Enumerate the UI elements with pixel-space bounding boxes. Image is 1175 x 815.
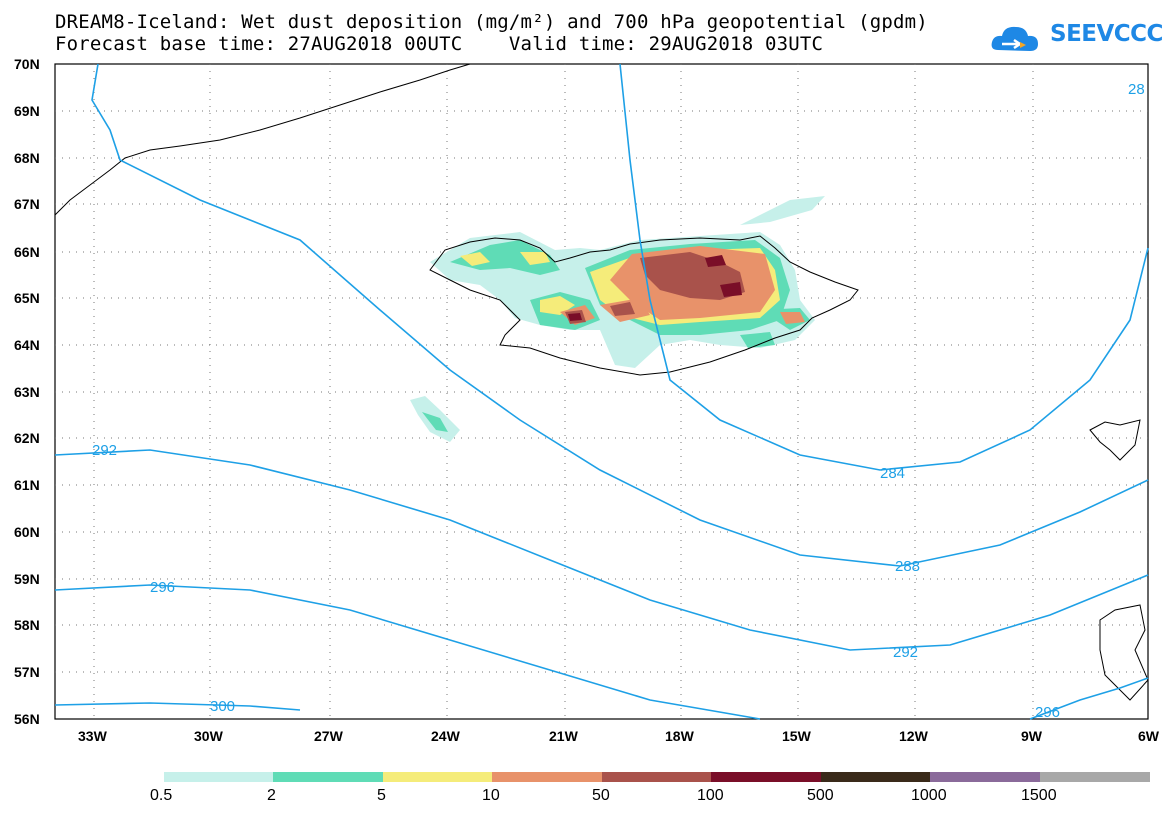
contour-label: 28 — [1128, 81, 1145, 98]
graticule — [55, 64, 1148, 719]
legend-label: 5 — [377, 787, 386, 804]
legend-swatch — [273, 772, 383, 782]
logo-text: SEEVCCC — [1050, 21, 1163, 47]
legend-label: 1500 — [1021, 787, 1057, 804]
lon-label: 6W — [1138, 728, 1160, 744]
contour-label: 296 — [150, 579, 175, 596]
lon-label: 12W — [899, 728, 929, 744]
lat-label: 68N — [14, 150, 40, 166]
legend-swatch — [821, 772, 930, 782]
contour-label: 284 — [880, 465, 905, 482]
legend-label: 0.5 — [150, 787, 172, 804]
lat-label: 61N — [14, 477, 40, 493]
lat-label: 67N — [14, 196, 40, 212]
contour-288 — [91, 63, 1149, 567]
lon-label: 33W — [78, 728, 108, 744]
geopotential-contours: 292 296 300 284 288 292 296 28 — [54, 63, 1149, 721]
contour-284 — [619, 63, 1149, 471]
lat-label: 66N — [14, 244, 40, 260]
lon-label: 24W — [431, 728, 461, 744]
contour-300 — [54, 702, 301, 711]
legend-swatch — [164, 772, 273, 782]
legend-swatch — [492, 772, 602, 782]
legend-swatch — [383, 772, 492, 782]
lat-label: 58N — [14, 617, 40, 633]
lon-label: 30W — [194, 728, 224, 744]
contour-292-east — [54, 449, 1149, 651]
colorbar-legend: 0.5 2 5 10 50 100 500 1000 1500 — [150, 772, 1150, 804]
dust-deposition-shading — [410, 196, 825, 442]
contour-296 — [54, 584, 761, 720]
contour-label: 296 — [1035, 704, 1060, 721]
contour-label: 300 — [210, 698, 235, 715]
contour-label: 292 — [92, 442, 117, 459]
lat-label: 62N — [14, 430, 40, 446]
longitude-labels: 33W 30W 27W 24W 21W 18W 15W 12W 9W 6W — [78, 728, 1160, 744]
contour-label: 292 — [893, 644, 918, 661]
cloud-logo-icon — [991, 26, 1038, 51]
lat-label: 60N — [14, 524, 40, 540]
contour-296-east — [1029, 677, 1149, 720]
lat-label: 63N — [14, 384, 40, 400]
lat-label: 57N — [14, 664, 40, 680]
legend-label: 50 — [592, 787, 610, 804]
lon-label: 15W — [782, 728, 812, 744]
legend-label: 10 — [482, 787, 500, 804]
legend-swatch — [930, 772, 1040, 782]
legend-swatch — [1040, 772, 1150, 782]
contour-label: 288 — [895, 558, 920, 575]
legend-label: 500 — [807, 787, 834, 804]
latitude-labels: 70N 69N 68N 67N 66N 65N 64N 63N 62N 61N … — [14, 56, 40, 727]
lat-label: 70N — [14, 56, 40, 72]
lon-label: 18W — [665, 728, 695, 744]
map-subtitle: Forecast base time: 27AUG2018 00UTC Vali… — [55, 33, 824, 55]
lon-label: 21W — [549, 728, 579, 744]
lat-label: 64N — [14, 337, 40, 353]
lat-label: 69N — [14, 103, 40, 119]
legend-label: 1000 — [911, 787, 947, 804]
legend-swatch — [711, 772, 821, 782]
coastlines — [54, 63, 1149, 701]
lon-label: 27W — [314, 728, 344, 744]
legend-swatch — [602, 772, 711, 782]
lat-label: 56N — [14, 711, 40, 727]
legend-label: 100 — [697, 787, 724, 804]
lon-label: 9W — [1021, 728, 1043, 744]
lat-label: 59N — [14, 571, 40, 587]
map-title: DREAM8-Iceland: Wet dust deposition (mg/… — [55, 11, 928, 33]
lat-label: 65N — [14, 290, 40, 306]
legend-label: 2 — [267, 787, 276, 804]
